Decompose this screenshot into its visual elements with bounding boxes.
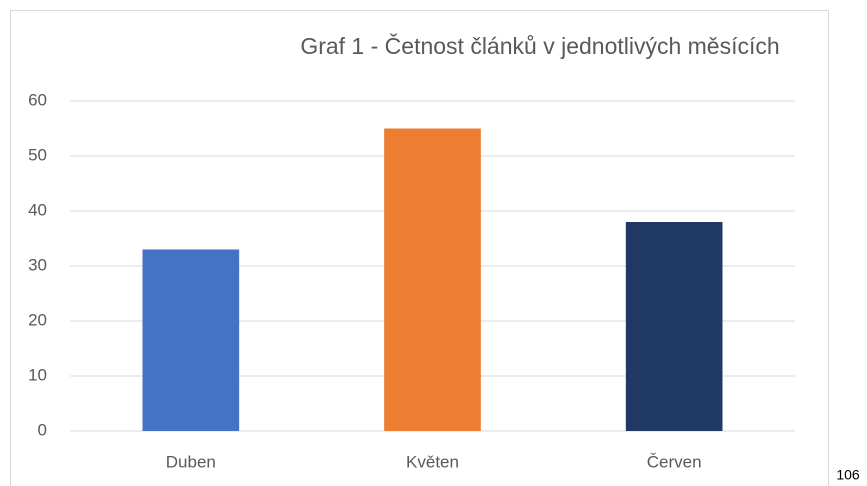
chart-title: Graf 1 - Četnost článků v jednotlivých m… bbox=[300, 32, 779, 59]
x-tick-label: Červen bbox=[647, 452, 702, 471]
y-tick-label: 40 bbox=[28, 200, 47, 219]
y-tick-label: 30 bbox=[28, 255, 47, 274]
y-tick-label: 50 bbox=[28, 145, 47, 164]
y-tick-label: 20 bbox=[28, 310, 47, 329]
bar bbox=[142, 249, 240, 431]
y-tick-label: 60 bbox=[28, 90, 47, 109]
y-tick-label: 10 bbox=[28, 365, 47, 384]
x-tick-label: Duben bbox=[166, 452, 216, 471]
x-tick-label: Květen bbox=[406, 452, 459, 471]
y-tick-label: 0 bbox=[38, 420, 47, 439]
chart-border bbox=[10, 10, 829, 486]
bar bbox=[625, 222, 723, 431]
page-number: 106 bbox=[836, 467, 860, 483]
bar bbox=[384, 128, 481, 431]
